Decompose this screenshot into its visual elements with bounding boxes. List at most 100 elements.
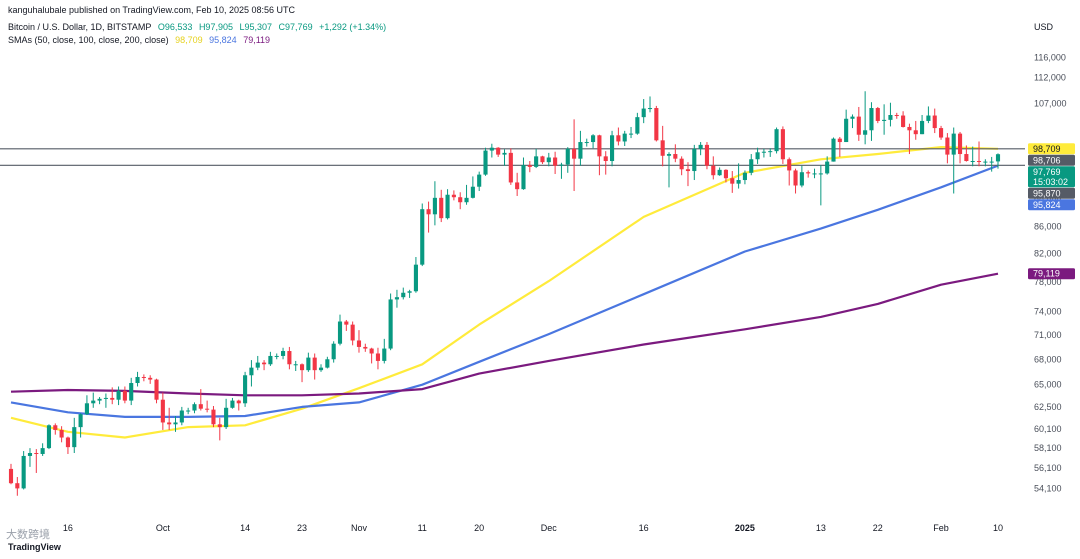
candle-body: [578, 142, 583, 159]
candle-body: [888, 114, 893, 120]
candle-body: [926, 115, 931, 121]
candle-body: [8, 468, 14, 484]
candle-body: [844, 118, 849, 143]
candle-body: [262, 362, 267, 365]
symbol-name[interactable]: Bitcoin / U.S. Dollar, 1D, BITSTAMP: [8, 22, 152, 32]
candle-body: [217, 424, 222, 428]
x-tick-label: 16: [639, 523, 649, 533]
candle-body: [306, 357, 311, 371]
candle-body: [945, 137, 950, 155]
candle-body: [584, 142, 589, 144]
tradingview-logo: TradingView: [8, 542, 61, 552]
y-tick-label: 65,000: [1034, 380, 1062, 390]
candle-body: [635, 117, 640, 134]
sma-legend-label[interactable]: SMAs (50, close, 100, close, 200, close): [8, 35, 169, 45]
candle-body: [407, 291, 412, 293]
candle-body: [255, 362, 260, 368]
sma-200-line: [10, 272, 999, 397]
price-label-box: [1028, 154, 1075, 166]
y-tick-label: 82,000: [1034, 249, 1062, 259]
candle-body: [957, 133, 963, 155]
x-tick-label: 2025: [735, 523, 755, 533]
candle-body: [72, 427, 77, 448]
candle-body: [91, 400, 96, 404]
candle-body: [167, 422, 172, 425]
candle-body: [882, 119, 887, 121]
y-tick-label: 71,000: [1034, 330, 1062, 340]
candle-body: [565, 148, 570, 165]
candle-body: [951, 133, 956, 155]
candle-body: [388, 299, 393, 349]
candle-body: [483, 150, 488, 175]
price-label-box: [1028, 187, 1075, 199]
candle-body: [685, 169, 691, 172]
candle-body: [445, 194, 450, 219]
candle-body: [394, 297, 399, 300]
x-tick-label: 23: [297, 523, 307, 533]
candle-body: [546, 157, 551, 163]
candle-body: [875, 108, 880, 121]
candle-body: [312, 357, 317, 371]
candle-body: [375, 353, 381, 361]
sma-50-line: [10, 146, 999, 439]
candle-body: [660, 140, 665, 156]
price-label-box: [1028, 199, 1075, 211]
price-label-box: [1028, 143, 1075, 155]
candle-body: [553, 157, 558, 166]
candle-body: [913, 130, 918, 135]
candle-body: [287, 351, 292, 365]
candle-body: [470, 186, 475, 198]
candle-body: [224, 407, 229, 428]
ohlc-high: H97,905: [198, 22, 233, 32]
candle-body: [451, 194, 456, 198]
candle-body: [15, 483, 20, 489]
candle-body: [995, 154, 1001, 162]
candle-body: [787, 159, 792, 171]
candle-body: [502, 152, 507, 155]
candle-body: [97, 398, 102, 401]
x-tick-label: 14: [240, 523, 250, 533]
candle-body: [53, 425, 58, 430]
x-tick-label: 13: [816, 523, 826, 533]
candle-body: [249, 367, 254, 376]
candle-body: [976, 161, 982, 163]
candle-body: [46, 425, 52, 449]
candle-body: [268, 355, 273, 365]
x-tick-label: 11: [418, 523, 427, 533]
price-label-text: 98,709: [1033, 144, 1061, 154]
candle-body: [654, 108, 659, 141]
symbol-ohlc-line: Bitcoin / U.S. Dollar, 1D, BITSTAMP O96,…: [8, 22, 390, 32]
candle-body: [173, 422, 178, 425]
candle-body: [439, 197, 444, 219]
candle-body: [641, 108, 646, 118]
candle-body: [837, 138, 842, 143]
candle-body: [211, 409, 216, 425]
x-tick-label: Oct: [156, 523, 171, 533]
candle-body: [761, 151, 766, 153]
candle-body: [40, 448, 45, 454]
candle-body: [932, 115, 937, 129]
candle-body: [401, 292, 406, 298]
ohlc-open: O96,533: [157, 22, 193, 32]
candle-body: [527, 165, 532, 167]
candle-body: [723, 169, 728, 179]
candle-body: [350, 324, 355, 341]
candle-body: [78, 414, 83, 428]
candle-body: [736, 180, 741, 184]
price-label-box: [1028, 166, 1075, 188]
candle-body: [356, 340, 362, 347]
y-tick-label: 78,000: [1034, 277, 1062, 287]
price-label-text: 97,769: [1033, 167, 1061, 177]
candle-body: [363, 346, 368, 349]
candle-body: [369, 348, 374, 354]
x-tick-label: Nov: [351, 523, 368, 533]
candle-body: [496, 147, 501, 155]
candle-body: [508, 152, 513, 183]
candle-body: [432, 197, 437, 215]
price-label-text: 79,119: [1033, 269, 1060, 279]
candle-body: [160, 399, 165, 423]
candle-body: [299, 364, 305, 371]
candle-body: [806, 172, 811, 174]
candle-body: [711, 165, 716, 176]
